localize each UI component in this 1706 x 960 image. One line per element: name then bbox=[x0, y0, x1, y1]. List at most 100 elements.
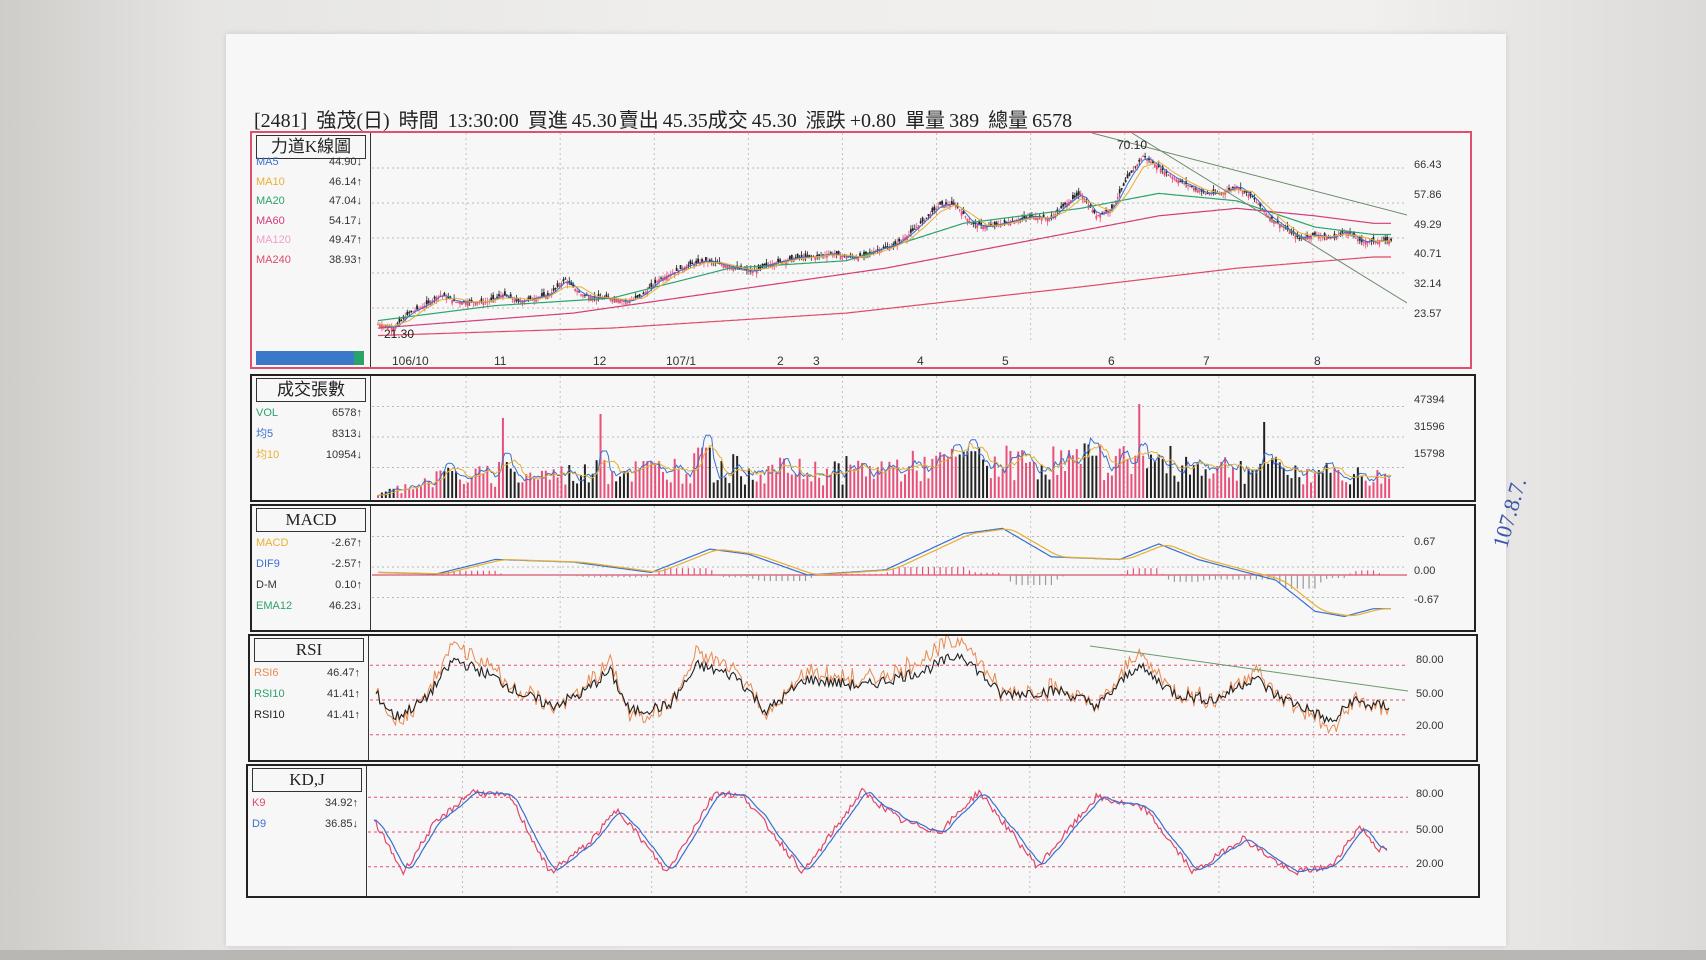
macd-legend: MACD MACD -2.67↑ DIF9 -2.57↑ D-M 0.10↑ EMA12 46… bbox=[252, 506, 371, 630]
candle-body bbox=[697, 258, 700, 263]
candle-body bbox=[431, 299, 434, 303]
volume-bar bbox=[1028, 462, 1031, 498]
volume-bar bbox=[724, 477, 727, 498]
candle-body bbox=[552, 288, 555, 291]
volume-bar bbox=[1181, 465, 1184, 498]
volume-bar bbox=[1095, 455, 1098, 498]
candle-body bbox=[679, 265, 682, 270]
candle-body bbox=[1282, 227, 1285, 229]
candle-body bbox=[1247, 194, 1250, 198]
volume-bar bbox=[946, 456, 949, 498]
volume-bar bbox=[701, 447, 704, 498]
candle-body bbox=[638, 294, 641, 297]
candle-body bbox=[705, 257, 707, 261]
candle-body bbox=[541, 293, 543, 297]
candle-body bbox=[1202, 191, 1205, 193]
volume-bar bbox=[853, 468, 856, 498]
candle-body bbox=[980, 222, 983, 226]
candle-body bbox=[722, 264, 725, 268]
x-tick-label: 5 bbox=[1002, 354, 1009, 367]
volume-bar bbox=[482, 473, 485, 498]
y-tick-label: 0.00 bbox=[1414, 565, 1436, 577]
candle-body bbox=[790, 254, 793, 259]
x-tick-label: 11 bbox=[494, 354, 507, 367]
time-label: 時間 bbox=[398, 110, 439, 132]
volume-bar bbox=[533, 477, 536, 498]
candle-body bbox=[927, 214, 930, 216]
candle-body bbox=[1323, 233, 1326, 237]
volume-bar bbox=[732, 454, 735, 498]
volume-bar bbox=[708, 447, 711, 498]
candle-body bbox=[1333, 233, 1336, 237]
candle-body bbox=[892, 243, 895, 246]
volume-bar bbox=[970, 451, 973, 498]
volume-bar bbox=[931, 458, 934, 498]
volume-bar bbox=[392, 488, 395, 498]
legend-value: 41.41↑ bbox=[326, 688, 360, 700]
candle-body bbox=[1095, 215, 1098, 219]
panel-title: RSI bbox=[254, 638, 364, 662]
legend-name: RSI10 bbox=[254, 688, 285, 700]
volume-bar bbox=[1036, 479, 1039, 498]
volume-bar bbox=[517, 482, 520, 498]
volume-bar bbox=[1021, 450, 1024, 498]
volume-bar bbox=[989, 478, 992, 498]
candle-body bbox=[1091, 210, 1094, 213]
volume-bar bbox=[978, 447, 981, 498]
candle-body bbox=[476, 301, 479, 304]
candle-body bbox=[755, 270, 758, 274]
volume-bar bbox=[677, 468, 680, 498]
candle-body bbox=[427, 300, 430, 303]
volume-bar bbox=[654, 463, 657, 498]
candle-body bbox=[451, 299, 454, 304]
candle-body bbox=[962, 210, 965, 214]
legend-item: K9 34.92↑ bbox=[252, 796, 362, 810]
candle-body bbox=[1232, 186, 1234, 188]
candle-body bbox=[1142, 155, 1145, 157]
legend-value: 38.93↑ bbox=[328, 253, 362, 266]
volume-bars bbox=[377, 404, 1391, 498]
legend-item: MACD -2.67↑ bbox=[256, 536, 366, 550]
legend-value: 44.90↓ bbox=[328, 156, 362, 168]
candle-body bbox=[587, 296, 590, 301]
volume-bar bbox=[1060, 450, 1063, 498]
x-tick-label: 106/10 bbox=[392, 354, 429, 367]
candle-body bbox=[1376, 240, 1379, 244]
candle-body bbox=[779, 259, 781, 262]
volume-bar bbox=[919, 481, 922, 498]
volume-plot bbox=[372, 376, 1407, 498]
kline-legend: 力道K線圖 MA5 44.90↓ MA10 46.14↑ MA20 47.04↓ MA60 5… bbox=[252, 133, 371, 367]
candle-body bbox=[689, 260, 692, 265]
candle-body bbox=[464, 301, 467, 306]
volume-bar bbox=[767, 465, 770, 498]
candle-body bbox=[1155, 165, 1158, 170]
candle-body bbox=[929, 213, 932, 218]
volume-bar bbox=[716, 480, 719, 498]
volume-bar bbox=[630, 481, 633, 498]
candle-body bbox=[911, 228, 914, 231]
volume-bar bbox=[505, 462, 508, 498]
kline-plot: 106/10 11 12 107/1 2 3 4 5 6 7 8 70.10 21.30 bbox=[372, 133, 1407, 367]
macd-plot bbox=[372, 506, 1407, 628]
candle-body bbox=[976, 224, 979, 228]
candle-body bbox=[1122, 183, 1125, 186]
candle-body bbox=[1278, 224, 1281, 228]
panel-title: 力道K線圖 bbox=[256, 135, 366, 159]
candle-body bbox=[935, 208, 938, 211]
volume-panel: 成交張數 VOL 6578↑ 均5 8313↓ 均10 10954↓ 47394 31596… bbox=[250, 374, 1476, 502]
volume-bar bbox=[548, 479, 551, 498]
deal-label: 成交 bbox=[707, 110, 748, 132]
candle-body bbox=[1374, 240, 1377, 243]
candle-body bbox=[576, 290, 578, 292]
volume-bar bbox=[1263, 422, 1266, 498]
candle-body bbox=[1243, 190, 1246, 192]
candle-body bbox=[738, 268, 741, 270]
macd-histogram bbox=[383, 567, 1386, 589]
candle-body bbox=[617, 299, 619, 303]
volume-bar bbox=[1134, 455, 1137, 498]
candle-body bbox=[437, 295, 440, 297]
candle-body bbox=[1152, 161, 1154, 163]
y-tick-label: 20.00 bbox=[1416, 720, 1444, 732]
candle-body bbox=[839, 255, 842, 260]
candle-body bbox=[952, 202, 955, 205]
